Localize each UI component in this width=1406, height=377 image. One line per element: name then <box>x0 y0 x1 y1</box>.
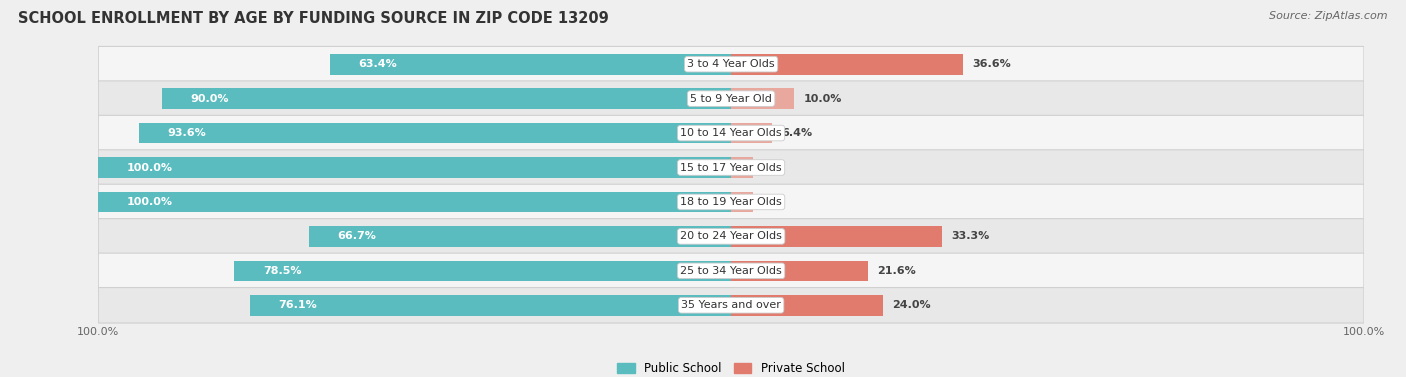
FancyBboxPatch shape <box>98 219 1364 254</box>
Text: 15 to 17 Year Olds: 15 to 17 Year Olds <box>681 162 782 173</box>
Text: 63.4%: 63.4% <box>359 59 398 69</box>
Bar <box>731 54 963 75</box>
Bar <box>330 54 731 75</box>
FancyBboxPatch shape <box>98 184 1364 220</box>
Text: 35 Years and over: 35 Years and over <box>681 300 782 310</box>
Bar <box>731 226 942 247</box>
Legend: Public School, Private School: Public School, Private School <box>613 357 849 377</box>
Bar <box>731 295 883 316</box>
Text: 36.6%: 36.6% <box>972 59 1011 69</box>
FancyBboxPatch shape <box>98 253 1364 288</box>
Bar <box>731 192 754 212</box>
Text: 100.0%: 100.0% <box>127 197 173 207</box>
Bar <box>731 123 772 143</box>
Text: 24.0%: 24.0% <box>893 300 931 310</box>
Text: 100.0%: 100.0% <box>127 162 173 173</box>
Bar <box>731 261 868 281</box>
Text: 20 to 24 Year Olds: 20 to 24 Year Olds <box>681 231 782 241</box>
FancyBboxPatch shape <box>98 46 1364 82</box>
Text: 90.0%: 90.0% <box>190 93 229 104</box>
Bar <box>731 88 794 109</box>
Bar <box>162 88 731 109</box>
Bar <box>309 226 731 247</box>
Text: 18 to 19 Year Olds: 18 to 19 Year Olds <box>681 197 782 207</box>
Text: 33.3%: 33.3% <box>952 231 990 241</box>
Text: 25 to 34 Year Olds: 25 to 34 Year Olds <box>681 266 782 276</box>
Text: 10.0%: 10.0% <box>804 93 842 104</box>
Text: 93.6%: 93.6% <box>167 128 207 138</box>
Bar <box>235 261 731 281</box>
Text: 0.0%: 0.0% <box>741 197 772 207</box>
Text: 10 to 14 Year Olds: 10 to 14 Year Olds <box>681 128 782 138</box>
Text: SCHOOL ENROLLMENT BY AGE BY FUNDING SOURCE IN ZIP CODE 13209: SCHOOL ENROLLMENT BY AGE BY FUNDING SOUR… <box>18 11 609 26</box>
Bar <box>98 192 731 212</box>
Text: 66.7%: 66.7% <box>337 231 377 241</box>
Text: 78.5%: 78.5% <box>263 266 301 276</box>
FancyBboxPatch shape <box>98 115 1364 151</box>
Text: 76.1%: 76.1% <box>278 300 316 310</box>
Text: 5 to 9 Year Old: 5 to 9 Year Old <box>690 93 772 104</box>
Text: 21.6%: 21.6% <box>877 266 917 276</box>
Text: 6.4%: 6.4% <box>782 128 813 138</box>
FancyBboxPatch shape <box>98 288 1364 323</box>
Text: 3 to 4 Year Olds: 3 to 4 Year Olds <box>688 59 775 69</box>
FancyBboxPatch shape <box>98 150 1364 185</box>
Bar <box>250 295 731 316</box>
Bar <box>139 123 731 143</box>
Text: 0.0%: 0.0% <box>741 162 772 173</box>
Text: Source: ZipAtlas.com: Source: ZipAtlas.com <box>1270 11 1388 21</box>
Bar <box>731 157 754 178</box>
Bar <box>98 157 731 178</box>
FancyBboxPatch shape <box>98 81 1364 116</box>
